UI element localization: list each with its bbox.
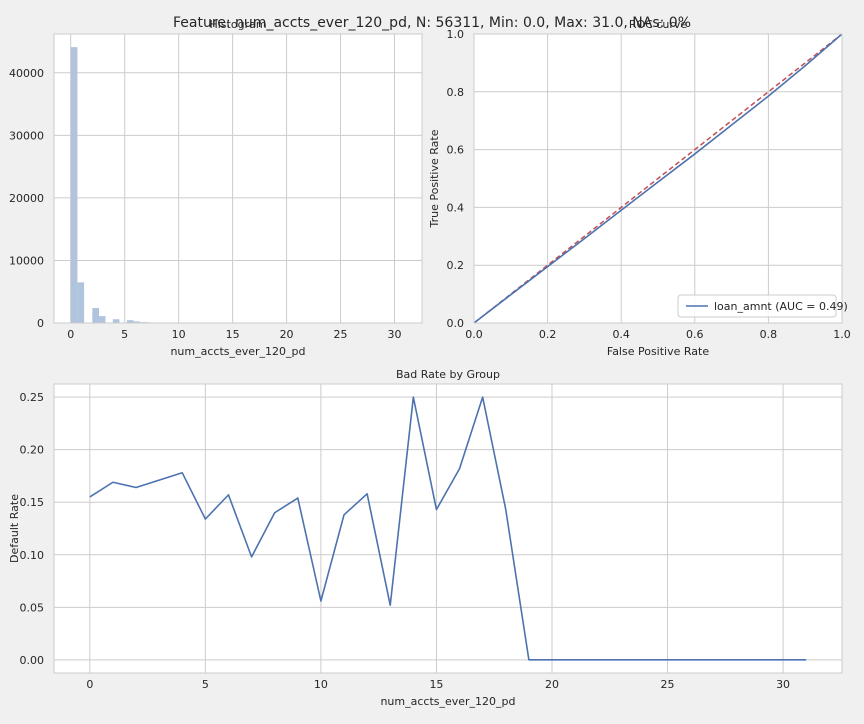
x-tick-label: 0 bbox=[86, 678, 93, 691]
y-axis-label: Default Rate bbox=[8, 494, 21, 563]
y-tick-label: 0.20 bbox=[20, 444, 45, 457]
x-axis-label: num_accts_ever_120_pd bbox=[170, 345, 305, 358]
plot-area bbox=[54, 34, 422, 323]
histogram-bar bbox=[113, 319, 120, 323]
y-tick-label: 0.15 bbox=[20, 496, 45, 509]
x-tick-label: 0.2 bbox=[539, 328, 557, 341]
x-tick-label: 25 bbox=[334, 328, 348, 341]
x-tick-label: 1.0 bbox=[833, 328, 851, 341]
x-tick-label: 0.4 bbox=[612, 328, 630, 341]
figure-suptitle: Feature: num_accts_ever_120_pd, N: 56311… bbox=[173, 15, 691, 31]
x-tick-label: 0.6 bbox=[686, 328, 704, 341]
y-tick-label: 20000 bbox=[9, 192, 44, 205]
y-tick-label: 0.10 bbox=[20, 549, 45, 562]
histogram-bar bbox=[77, 282, 84, 323]
y-tick-label: 40000 bbox=[9, 67, 44, 80]
x-tick-label: 20 bbox=[545, 678, 559, 691]
y-tick-label: 0.2 bbox=[447, 259, 465, 272]
x-axis-label: False Positive Rate bbox=[607, 345, 709, 358]
y-tick-label: 0.0 bbox=[447, 317, 465, 330]
legend: loan_amnt (AUC = 0.49) bbox=[678, 295, 848, 317]
chart-3: 0 5 10 15 20 25 30 0.00 0.05 0.10 0.15 0.20 0.25 Bad … bbox=[8, 368, 842, 708]
x-tick-label: 10 bbox=[172, 328, 186, 341]
x-axis-label: num_accts_ever_120_pd bbox=[380, 695, 515, 708]
y-tick-label: 0.8 bbox=[447, 86, 465, 99]
x-tick-label: 5 bbox=[121, 328, 128, 341]
histogram-bar bbox=[99, 316, 106, 323]
x-tick-label: 20 bbox=[280, 328, 294, 341]
y-tick-label: 0.00 bbox=[20, 654, 45, 667]
chart-title: Bad Rate by Group bbox=[396, 368, 500, 381]
x-tick-label: 30 bbox=[387, 328, 401, 341]
x-tick-label: 0.8 bbox=[760, 328, 778, 341]
x-tick-label: 30 bbox=[776, 678, 790, 691]
x-tick-label: 15 bbox=[429, 678, 443, 691]
x-tick-label: 0.0 bbox=[465, 328, 483, 341]
x-tick-label: 5 bbox=[202, 678, 209, 691]
y-axis-label: True Positive Rate bbox=[428, 129, 441, 228]
y-tick-label: 30000 bbox=[9, 129, 44, 142]
y-tick-label: 0 bbox=[37, 317, 44, 330]
histogram-bar bbox=[71, 47, 78, 323]
x-tick-label: 25 bbox=[661, 678, 675, 691]
y-tick-label: 0.25 bbox=[20, 391, 45, 404]
histogram-bar bbox=[92, 308, 99, 323]
legend-label: loan_amnt (AUC = 0.49) bbox=[714, 300, 848, 313]
x-tick-label: 15 bbox=[226, 328, 240, 341]
x-tick-label: 0 bbox=[67, 328, 74, 341]
y-tick-label: 0.6 bbox=[447, 144, 465, 157]
y-tick-label: 10000 bbox=[9, 254, 44, 267]
y-tick-label: 0.4 bbox=[447, 201, 465, 214]
y-tick-label: 0.05 bbox=[20, 601, 45, 614]
plot-area bbox=[54, 384, 842, 673]
x-tick-label: 10 bbox=[314, 678, 328, 691]
